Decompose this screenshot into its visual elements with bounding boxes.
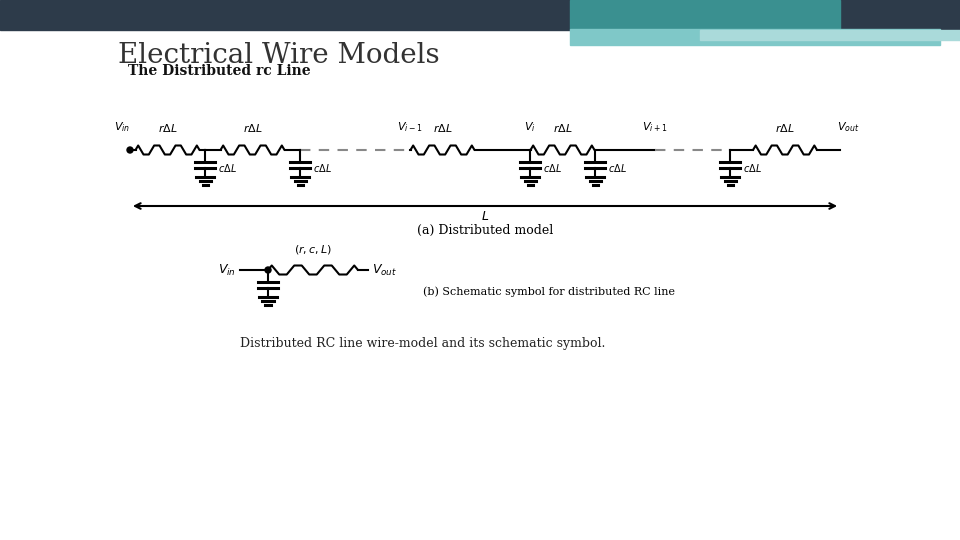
Text: Distributed RC line wire-model and its schematic symbol.: Distributed RC line wire-model and its s… [240,338,606,350]
Text: $(r,c,L)$: $(r,c,L)$ [294,243,332,256]
Text: $c\Delta L$: $c\Delta L$ [743,162,762,174]
Circle shape [265,267,271,273]
Text: $V_i$: $V_i$ [524,120,536,134]
Text: $V_{in}$: $V_{in}$ [114,120,131,134]
Text: $c\Delta L$: $c\Delta L$ [218,162,237,174]
Text: $L$: $L$ [481,210,489,223]
Text: The Distributed rc Line: The Distributed rc Line [128,64,311,78]
Text: $V_{in}$: $V_{in}$ [218,262,236,278]
Text: $r\Delta L$: $r\Delta L$ [553,122,572,134]
Text: $c\Delta L$: $c\Delta L$ [313,162,332,174]
Bar [570,29,940,45]
Text: Electrical Wire Models: Electrical Wire Models [118,42,440,69]
Text: (a) Distributed model: (a) Distributed model [417,224,553,237]
Text: $V_{i+1}$: $V_{i+1}$ [642,120,668,134]
Circle shape [127,147,133,153]
Text: $V_{i-1}$: $V_{i-1}$ [397,120,422,134]
Text: $r\Delta L$: $r\Delta L$ [157,122,178,134]
Text: $r\Delta L$: $r\Delta L$ [775,122,795,134]
Text: $V_{out}$: $V_{out}$ [372,262,397,278]
Bar [700,30,960,40]
Bar [0,0,960,30]
Text: $r\Delta L$: $r\Delta L$ [243,122,262,134]
Text: $r\Delta L$: $r\Delta L$ [433,122,452,134]
Text: (b) Schematic symbol for distributed RC line: (b) Schematic symbol for distributed RC … [423,287,675,298]
Text: $V_{out}$: $V_{out}$ [837,120,859,134]
Text: $c\Delta L$: $c\Delta L$ [608,162,627,174]
Bar [570,0,840,30]
Text: $c\Delta L$: $c\Delta L$ [543,162,562,174]
